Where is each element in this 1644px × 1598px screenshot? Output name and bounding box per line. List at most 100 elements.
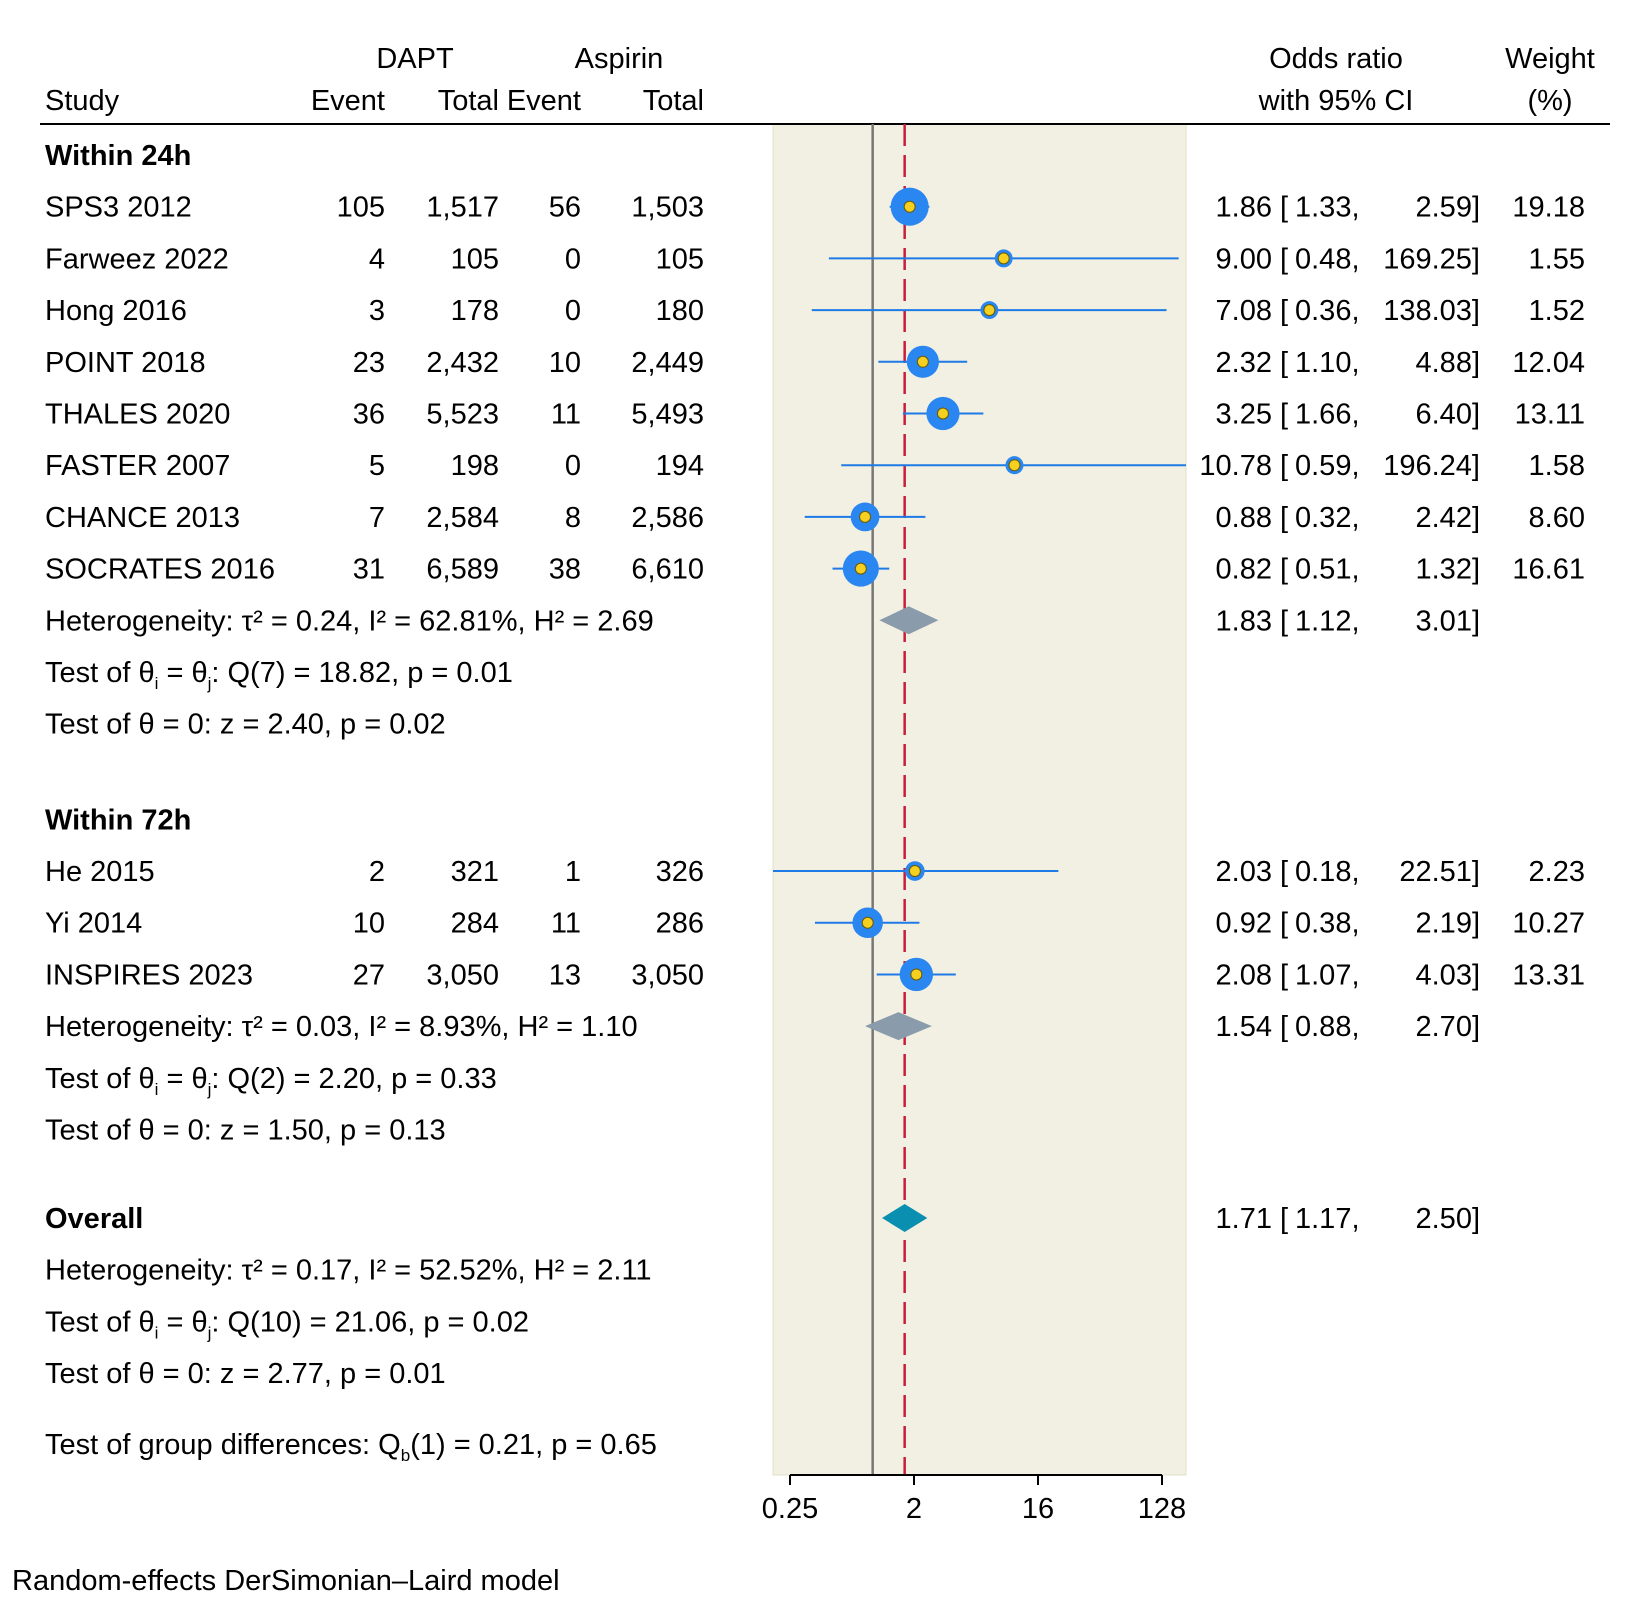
weight-value: 1.55 [1529,243,1585,275]
aspirin-event: 1 [565,856,581,888]
ci-lower: 0.38, [1295,908,1360,940]
ci-bracket-open: [ [1280,1203,1288,1235]
dapt-total: 321 [451,856,499,888]
study-marker-center [861,916,874,929]
ci-bracket-open: [ [1280,192,1288,224]
header-aspirin-event: Event [507,85,581,117]
study-name: Farweez 2022 [45,243,229,275]
ci-lower: 0.36, [1295,295,1360,327]
weight-value: 10.27 [1512,908,1585,940]
overall-heterogeneity: Heterogeneity: τ² = 0.17, I² = 52.52%, H… [45,1255,652,1287]
or-value: 1.86 [1216,192,1272,224]
group-difference-test: Test of group differences: Qb(1) = 0.21,… [45,1429,657,1465]
study-marker-center [936,407,949,420]
aspirin-event: 0 [565,450,581,482]
ci-bracket-open: [ [1280,502,1288,534]
ci-lower: 0.48, [1295,243,1360,275]
aspirin-event: 11 [551,399,581,431]
overall-title: Overall [45,1203,143,1235]
ci-upper: 2.59] [1416,192,1481,224]
ci-lower: 1.12, [1295,605,1360,637]
dapt-event: 2 [369,856,385,888]
or-value: 2.03 [1216,856,1272,888]
aspirin-total: 3,050 [631,959,704,991]
dapt-event: 4 [369,243,385,275]
dapt-event: 10 [353,908,385,940]
header-dapt-total: Total [438,85,499,117]
study-name: Yi 2014 [45,908,142,940]
subgroup-diamond [865,1012,932,1041]
weight-value: 1.52 [1529,295,1585,327]
study-marker-center [908,865,921,878]
or-value: 1.54 [1216,1011,1272,1043]
aspirin-event: 0 [565,295,581,327]
study-name: He 2015 [45,856,155,888]
or-value: 2.32 [1216,347,1272,379]
ci-upper: 2.42] [1416,502,1481,534]
x-axis-tick-label: 16 [1022,1493,1054,1525]
study-name: SOCRATES 2016 [45,554,275,586]
dapt-total: 3,050 [426,959,499,991]
dapt-total: 178 [451,295,499,327]
weight-value: 1.58 [1529,450,1585,482]
study-name: FASTER 2007 [45,450,230,482]
ci-lower: 0.59, [1295,450,1360,482]
aspirin-event: 8 [565,502,581,534]
subgroup-q-test: Test of θi = θj: Q(7) = 18.82, p = 0.01 [45,657,513,693]
dapt-total: 1,517 [426,192,499,224]
or-value: 10.78 [1199,450,1272,482]
header-study: Study [45,85,120,117]
study-marker-center [916,355,929,368]
dapt-total: 105 [451,243,499,275]
header-odds-ratio: Odds ratio [1269,43,1403,75]
aspirin-total: 194 [656,450,704,482]
or-value: 7.08 [1216,295,1272,327]
ci-upper: 2.70] [1416,1011,1481,1043]
ci-upper: 4.03] [1416,959,1481,991]
weight-value: 13.11 [1515,399,1585,431]
header-aspirin-total: Total [643,85,704,117]
header-weight: Weight [1505,43,1595,75]
study-name: Hong 2016 [45,295,187,327]
dapt-total: 2,432 [426,347,499,379]
study-marker-center [903,200,916,213]
or-value: 0.92 [1216,908,1272,940]
subgroup-diamond [879,606,939,635]
weight-value: 13.31 [1512,959,1585,991]
subgroup-q-test: Test of θi = θj: Q(2) = 2.20, p = 0.33 [45,1063,497,1099]
aspirin-event: 13 [549,959,581,991]
weight-value: 8.60 [1529,502,1585,534]
ci-lower: 1.66, [1295,399,1360,431]
study-name: THALES 2020 [45,399,230,431]
weight-value: 2.23 [1529,856,1585,888]
dapt-total: 2,584 [426,502,499,534]
ci-upper: 6.40] [1416,399,1481,431]
dapt-event: 3 [369,295,385,327]
ci-bracket-open: [ [1280,554,1288,586]
or-value: 0.82 [1216,554,1272,586]
overall-diamond [882,1204,928,1232]
dapt-event: 5 [369,450,385,482]
subgroup-z-test: Test of θ = 0: z = 2.40, p = 0.02 [45,709,446,741]
dapt-event: 27 [353,959,385,991]
dapt-event: 36 [353,399,385,431]
aspirin-total: 5,493 [631,399,704,431]
aspirin-total: 180 [656,295,704,327]
weight-value: 16.61 [1512,554,1585,586]
aspirin-total: 1,503 [631,192,704,224]
study-name: SPS3 2012 [45,192,192,224]
dapt-event: 31 [353,554,385,586]
ci-bracket-open: [ [1280,908,1288,940]
ci-bracket-open: [ [1280,399,1288,431]
aspirin-total: 326 [656,856,704,888]
aspirin-event: 10 [549,347,581,379]
or-value: 3.25 [1216,399,1272,431]
ci-lower: 1.07, [1295,959,1360,991]
subgroup-title: Within 24h [45,140,191,172]
aspirin-event: 11 [551,908,581,940]
ci-lower: 1.33, [1295,192,1360,224]
aspirin-total: 2,449 [631,347,704,379]
or-value: 1.83 [1216,605,1272,637]
subgroup-title: Within 72h [45,804,191,836]
